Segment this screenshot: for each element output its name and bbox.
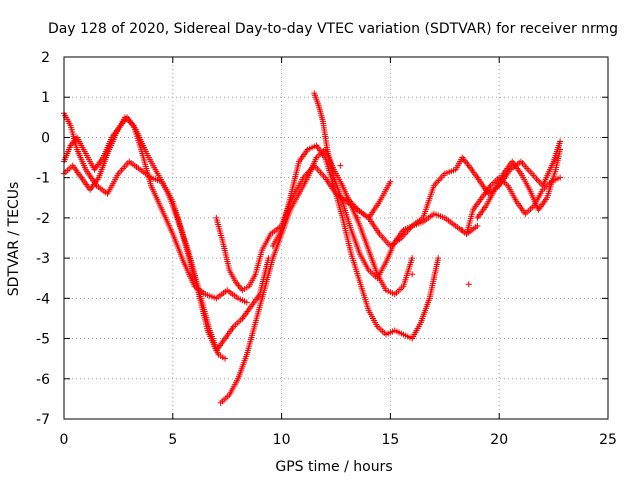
chart-title: Day 128 of 2020, Sidereal Day-to-day VTE… — [48, 21, 618, 37]
x-tick-label: 5 — [168, 432, 177, 448]
axis-ticks: 0 5 10 15 20 25 -7 -6 -5 -4 -3 -2 -1 0 1 2 — [36, 50, 617, 448]
y-tick-label: -4 — [36, 291, 50, 307]
outliers-point — [337, 162, 344, 169]
y-tick-label: -1 — [36, 171, 50, 187]
x-tick-label: 25 — [599, 432, 617, 448]
y-axis-label: SDTVAR / TECUs — [6, 182, 22, 297]
track-h-point — [557, 138, 564, 145]
track-f-point — [435, 255, 442, 262]
y-tick-label: 0 — [41, 130, 50, 146]
outliers-point — [465, 281, 472, 288]
y-tick-label: -5 — [36, 332, 50, 348]
outliers-point — [354, 214, 361, 221]
y-tick-label: 2 — [41, 50, 50, 66]
track-g-point — [474, 222, 481, 229]
y-tick-label: -3 — [36, 251, 50, 267]
track-a-point — [222, 355, 229, 362]
y-tick-label: 1 — [41, 90, 50, 106]
track-b-point — [243, 299, 250, 306]
x-tick-label: 10 — [273, 432, 291, 448]
plot-frame — [63, 56, 609, 420]
x-axis-label: GPS time / hours — [275, 459, 392, 475]
track-j-point — [557, 146, 564, 153]
track-e-point — [409, 255, 416, 262]
y-tick-label: -2 — [36, 211, 50, 227]
track-d-point — [387, 178, 394, 185]
x-tick-label: 0 — [60, 432, 69, 448]
track-i-point — [557, 174, 564, 181]
x-tick-label: 15 — [381, 432, 399, 448]
x-tick-label: 20 — [490, 432, 508, 448]
grid-lines — [64, 57, 608, 419]
outliers-point — [409, 271, 416, 278]
data-points — [61, 90, 564, 406]
outliers-point — [396, 235, 403, 241]
y-tick-label: -7 — [36, 412, 50, 428]
outliers-point — [459, 226, 466, 233]
y-tick-label: -6 — [36, 372, 50, 388]
